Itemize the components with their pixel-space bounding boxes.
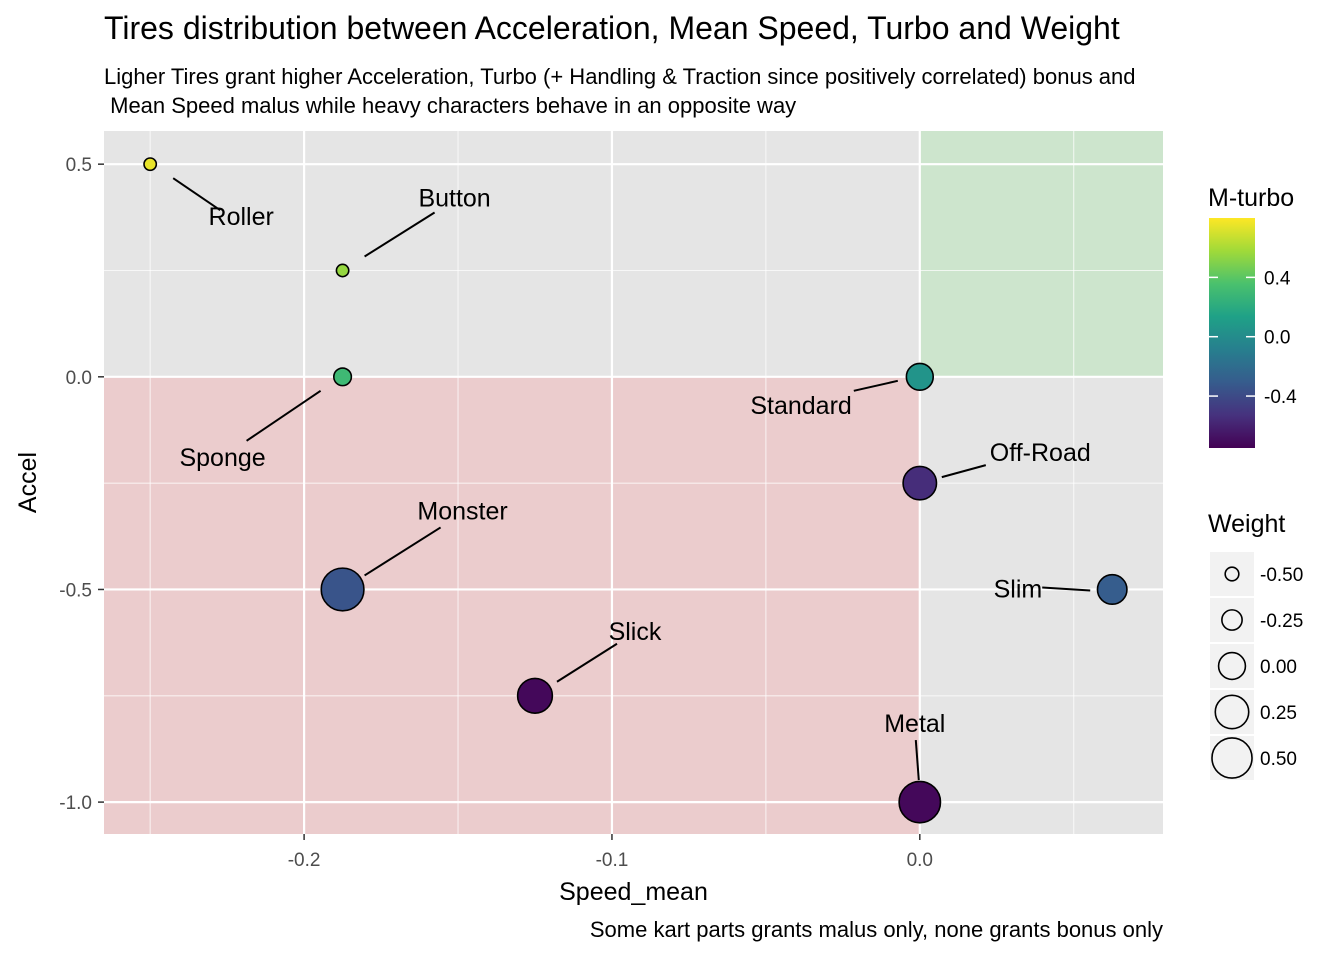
legend-colorbar (1209, 218, 1255, 448)
legend-key-box (1210, 598, 1254, 642)
point-label-button: Button (418, 184, 490, 212)
legend-size-label: 0.00 (1260, 657, 1297, 678)
point-label-slim: Slim (994, 575, 1043, 603)
point-sponge (332, 367, 353, 387)
chart-title: Tires distribution between Acceleration,… (104, 10, 1120, 46)
x-tick-label: -0.2 (288, 850, 321, 871)
point-label-metal: Metal (884, 710, 945, 738)
label-leader-line (914, 740, 920, 781)
shaded-region-0 (104, 376, 920, 834)
chart-caption: Some kart parts grants malus only, none … (589, 917, 1163, 942)
legend-size-label: 0.50 (1260, 749, 1297, 770)
legend-size-circle (1224, 566, 1240, 582)
y-tick-label: 0.5 (66, 155, 92, 176)
colorbar-tick-label: -0.4 (1264, 387, 1297, 408)
point-label-standard: Standard (750, 392, 851, 420)
point-label-off-road: Off-Road (990, 439, 1091, 467)
label-leader-line (1042, 586, 1091, 592)
point-metal (898, 780, 942, 824)
label-leader-line (364, 526, 442, 577)
point-label-sponge: Sponge (179, 444, 265, 472)
x-axis-label: Speed_mean (559, 878, 708, 906)
point-roller (143, 157, 158, 172)
point-label-monster: Monster (417, 497, 507, 525)
legend-color-title: M-turbo (1208, 184, 1294, 212)
legend-size-circle (1221, 609, 1243, 631)
point-standard (905, 362, 935, 392)
colorbar-tick-label: 0.0 (1264, 328, 1290, 349)
point-off-road (902, 465, 938, 501)
y-tick-label: -0.5 (59, 580, 92, 601)
label-leader-line (853, 379, 899, 392)
legend-size-label: -0.50 (1260, 565, 1303, 586)
x-tick-label: -0.1 (596, 850, 629, 871)
legend-key-box (1210, 690, 1254, 734)
legend-size-label: 0.25 (1260, 703, 1297, 724)
legend-size-circle (1211, 737, 1253, 779)
legend-key-box (1210, 644, 1254, 688)
x-tick-label: 0.0 (907, 850, 933, 871)
point-label-roller: Roller (209, 203, 274, 231)
colorbar-tick-label: 0.4 (1264, 268, 1291, 289)
legend-size-title: Weight (1208, 510, 1285, 538)
label-leader-line (941, 464, 987, 479)
legend-key-box (1210, 736, 1254, 780)
legend-size-circle (1217, 651, 1247, 681)
point-slick (516, 677, 554, 714)
shaded-region-1 (919, 131, 1163, 377)
point-monster (320, 567, 365, 612)
point-label-slick: Slick (609, 618, 662, 646)
label-leader-line (172, 177, 221, 211)
legend-size-circle (1214, 694, 1250, 730)
label-leader-line (364, 211, 436, 258)
legend-key-box (1210, 552, 1254, 596)
label-leader-line (246, 389, 322, 442)
point-button (335, 263, 350, 278)
point-slim (1096, 573, 1128, 605)
chart-subtitle: Ligher Tires grant higher Acceleration, … (104, 64, 1136, 118)
legend-size-label: -0.25 (1260, 611, 1303, 632)
y-tick-label: -1.0 (59, 793, 92, 814)
label-leader-line (556, 642, 618, 683)
y-axis-label: Accel (14, 452, 42, 513)
y-tick-label: 0.0 (66, 368, 92, 389)
